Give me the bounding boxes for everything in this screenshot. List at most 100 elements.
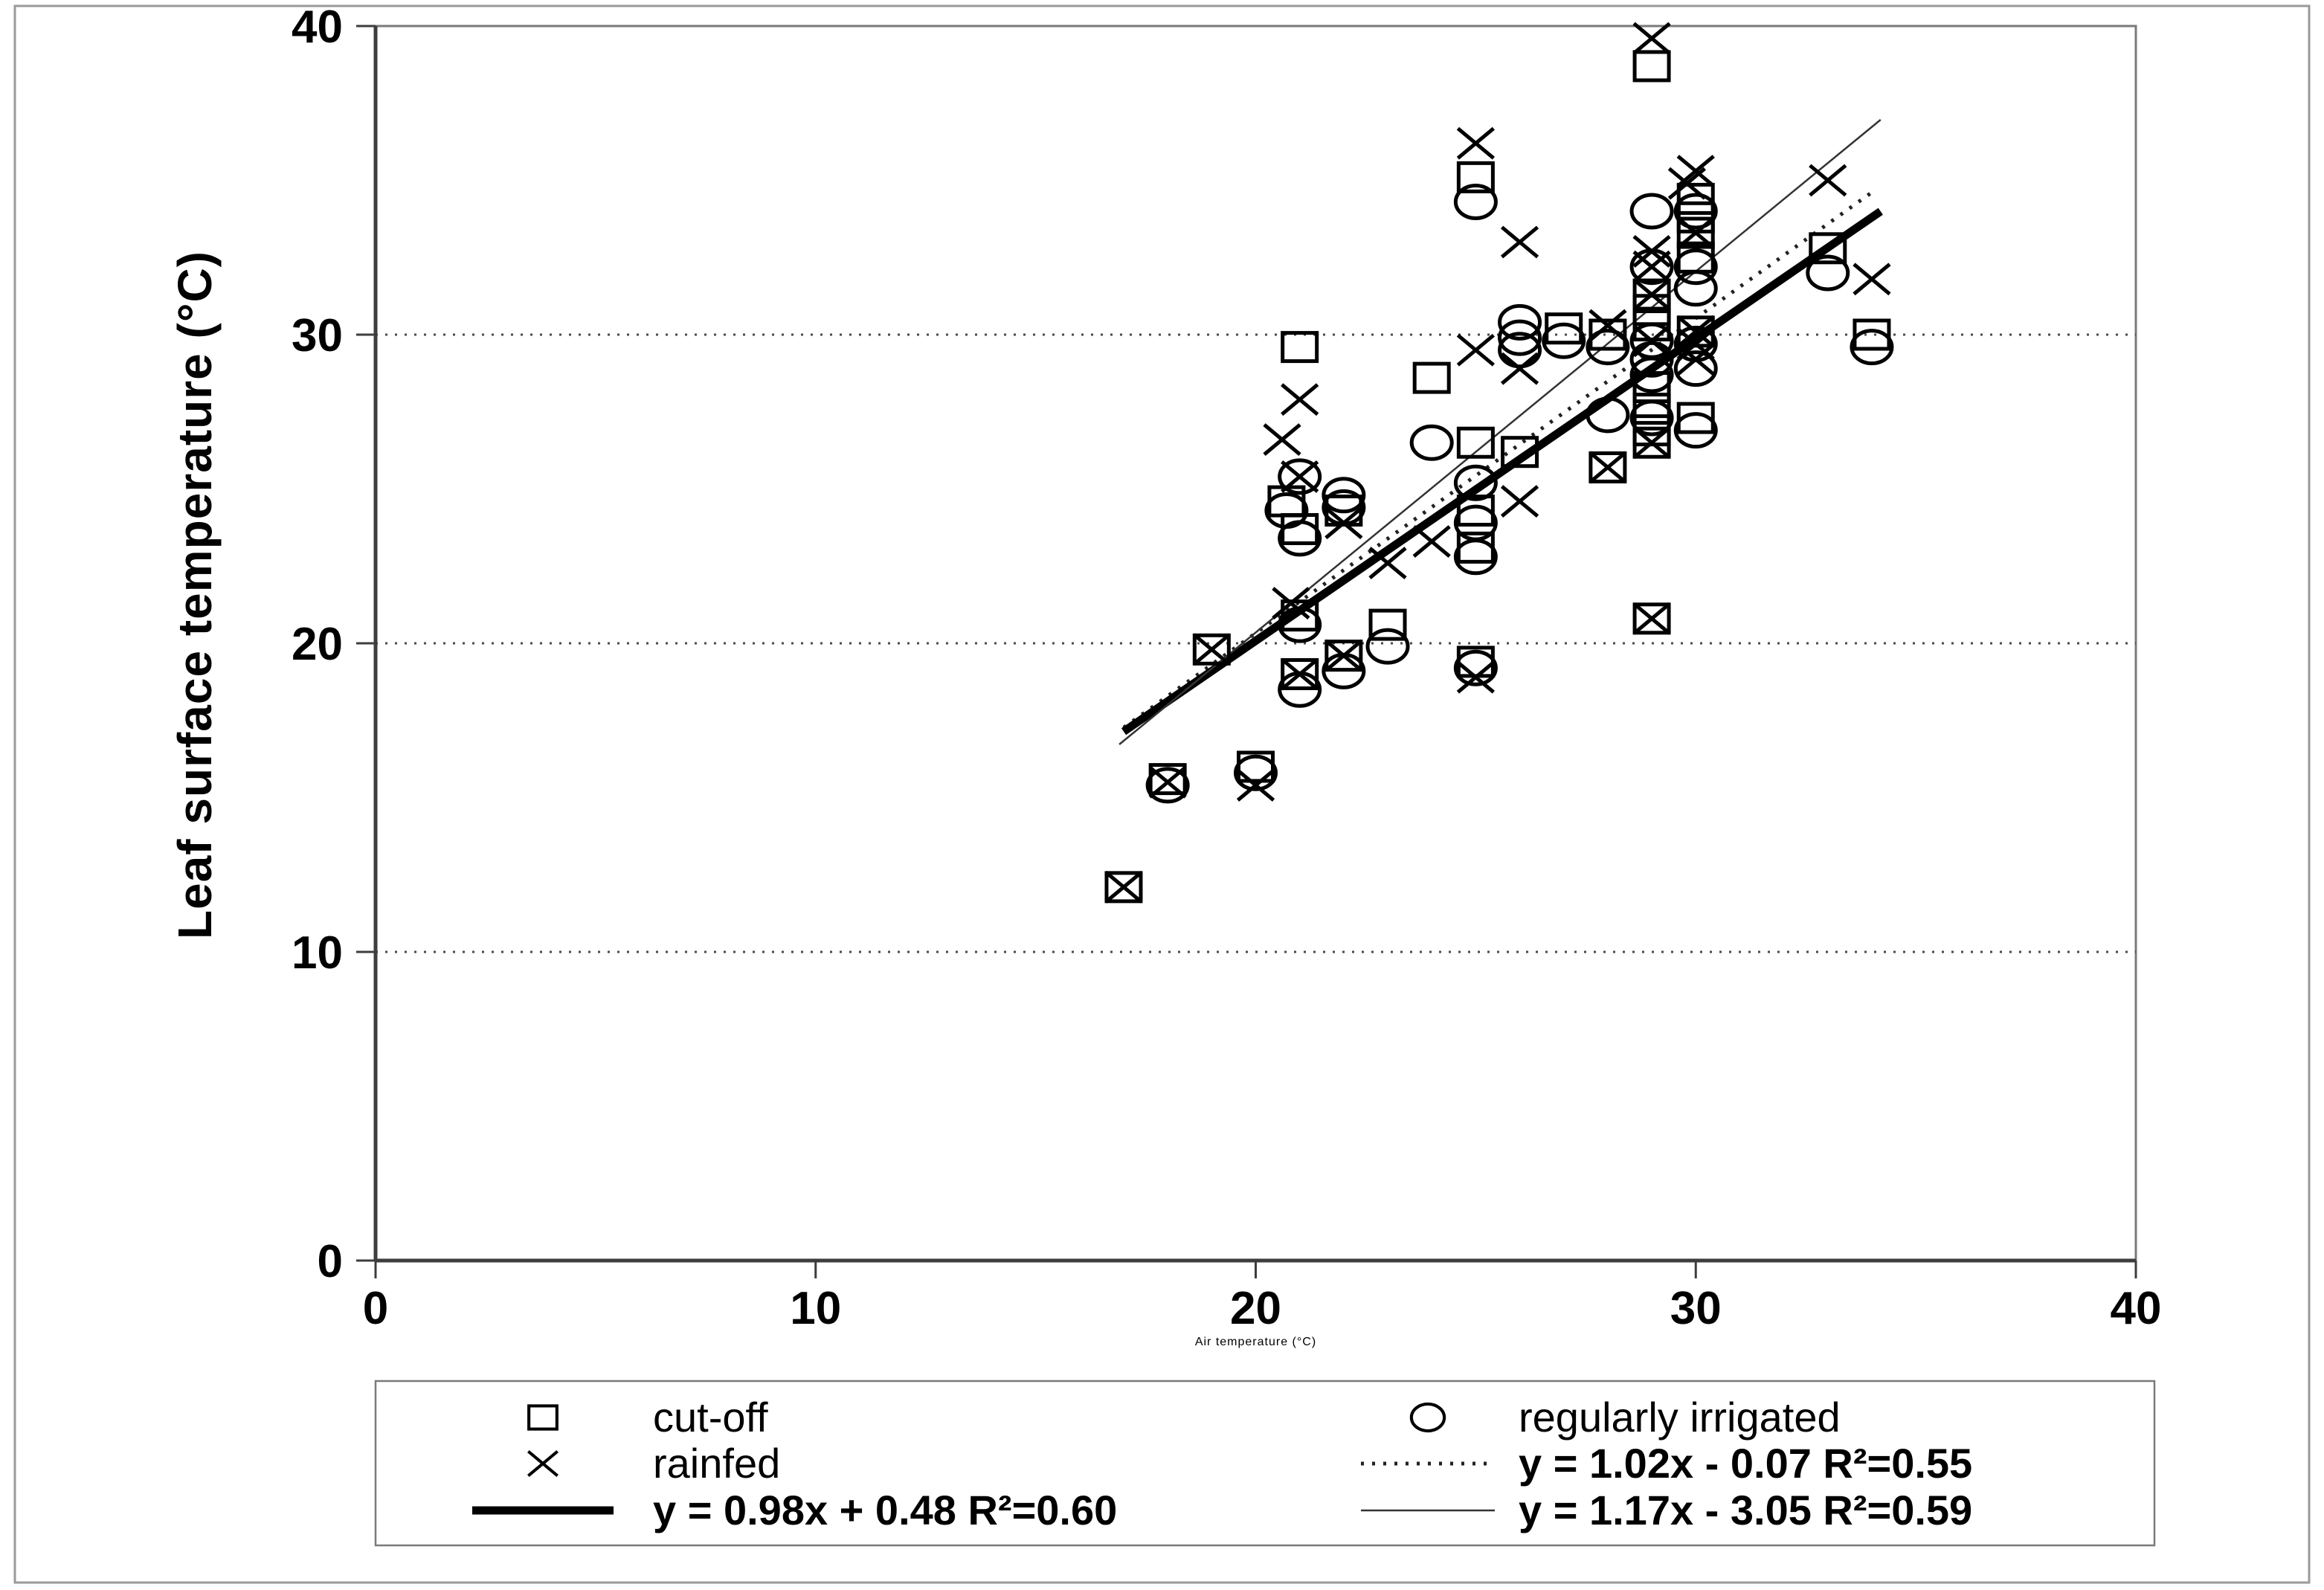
scatter-point-x — [1676, 343, 1715, 376]
scatter-point-x — [1272, 587, 1310, 619]
scatter-point-square — [1192, 633, 1231, 666]
scatter-point-circle — [1234, 754, 1278, 791]
scatter-point-x — [1192, 633, 1231, 666]
scatter-point-circle — [1409, 424, 1454, 461]
scatter-point-x — [1148, 765, 1187, 799]
scatter-point-circle — [1673, 270, 1718, 307]
legend-label: y = 1.17x - 3.05 R²=0.59 — [1519, 1487, 1972, 1533]
legend-label: regularly irrigated — [1519, 1394, 1841, 1441]
scatter-point-circle — [1629, 322, 1674, 359]
scatter-point-circle — [1629, 193, 1674, 230]
scatter-point-square — [1632, 50, 1671, 83]
scatter-point-circle — [1629, 399, 1674, 437]
scatter-point-x — [1632, 22, 1671, 55]
scatter-point-x — [1412, 525, 1451, 558]
scatter-point-x — [1589, 309, 1627, 342]
scatter-point-square — [1676, 402, 1715, 434]
scatter-point-x — [1281, 383, 1319, 416]
scatter-point-x — [1632, 250, 1671, 283]
scatter-point-square — [1368, 608, 1407, 641]
legend-label: rainfed — [653, 1440, 780, 1487]
scatter-point-x — [1500, 225, 1539, 259]
scatter-point-x — [1676, 216, 1715, 249]
scatter-point-square — [1412, 361, 1451, 394]
legend-box — [374, 1380, 2156, 1547]
scatter-point-x — [1500, 485, 1539, 518]
scatter-point-circle — [1806, 254, 1850, 292]
legend-label: y = 1.02x - 0.07 R²=0.55 — [1519, 1440, 1972, 1487]
scatter-point-x — [1324, 639, 1363, 672]
scatter-point-square — [1853, 318, 1891, 351]
scatter-point-circle — [1850, 329, 1894, 366]
scatter-point-square — [1589, 318, 1627, 351]
scatter-point-square — [1501, 436, 1539, 469]
scatter-point-square — [1676, 182, 1715, 215]
scatter-point-x — [1236, 768, 1275, 802]
scatter-point-circle — [1264, 492, 1309, 530]
scatter-point-x — [1853, 263, 1891, 296]
scatter-point-circle — [1586, 329, 1630, 366]
x-tick-label: 20 — [1230, 1283, 1281, 1334]
scatter-point-square — [1809, 232, 1847, 265]
scatter-point-square — [1456, 161, 1495, 193]
scatter-point-square — [1456, 495, 1495, 527]
legend-label: cut-off — [653, 1394, 768, 1441]
scatter-point-circle — [1409, 1402, 1446, 1433]
x-tick-label: 40 — [2111, 1283, 2162, 1334]
scatter-point-x — [1281, 460, 1319, 493]
scatter-point-x — [1368, 547, 1407, 580]
scatter-point-circle — [1542, 322, 1586, 359]
legend-label: y = 0.98x + 0.48 R²=0.60 — [653, 1487, 1117, 1533]
scatter-point-square — [1104, 871, 1143, 904]
scatter-point-x — [1809, 164, 1847, 197]
scatter-point-circle — [1498, 303, 1542, 341]
scatter-point-square — [1281, 658, 1319, 690]
scatter-point-x — [1456, 333, 1495, 367]
scatter-point-circle — [1453, 184, 1498, 221]
y-tick-label: 20 — [292, 619, 343, 670]
scatter-point-circle — [1673, 248, 1718, 286]
scatter-point-square — [1545, 312, 1583, 345]
y-tick-label: 40 — [292, 1, 343, 53]
scatter-point-square — [1456, 426, 1495, 459]
scatter-point-x — [1632, 324, 1671, 358]
scatter-point-circle — [1453, 649, 1498, 686]
scatter-point-x — [1676, 315, 1715, 348]
x-tick-label: 0 — [363, 1283, 388, 1334]
figure-border — [13, 4, 2311, 1584]
scatter-point-circle — [1278, 458, 1322, 495]
scatter-point-square — [1632, 602, 1671, 635]
scatter-point-x — [1632, 602, 1671, 635]
scatter-point-circle — [1673, 350, 1718, 387]
trendline-dotted — [1122, 190, 1873, 730]
scatter-point-x — [1632, 278, 1671, 311]
y-axis-title: Leaf surface temperature (°C) — [168, 251, 222, 939]
y-tick-label: 30 — [292, 310, 343, 361]
scatter-point-x — [1104, 870, 1143, 904]
scatter-point-x — [1281, 657, 1319, 691]
scatter-point-square — [1589, 451, 1627, 483]
scatter-point-circle — [1586, 396, 1630, 434]
x-axis-title: Air temperature (°C) — [1194, 1336, 1317, 1348]
scatter-point-x — [1324, 506, 1363, 540]
scatter-point-circle — [1322, 477, 1366, 514]
scatter-point-x — [1676, 155, 1715, 187]
scatter-point-x — [1456, 660, 1495, 694]
scatter-point-square — [1281, 331, 1319, 364]
scatter-point-circle — [1453, 504, 1498, 541]
trendline-thin — [1118, 119, 1882, 745]
scatter-point-circle — [1673, 412, 1718, 449]
scatter-point-x — [527, 1450, 559, 1477]
scatter-point-square — [1324, 640, 1363, 672]
x-tick-label: 30 — [1670, 1283, 1722, 1334]
scatter-point-x — [1632, 235, 1671, 268]
scatter-point-square — [1632, 278, 1671, 311]
x-tick-label: 10 — [790, 1283, 841, 1334]
scatter-point-square — [527, 1404, 559, 1431]
scatter-point-x — [1500, 352, 1539, 385]
scatter-point-x — [1589, 451, 1627, 484]
scatter-point-x — [1456, 126, 1495, 160]
scatter-point-x — [1632, 426, 1671, 460]
